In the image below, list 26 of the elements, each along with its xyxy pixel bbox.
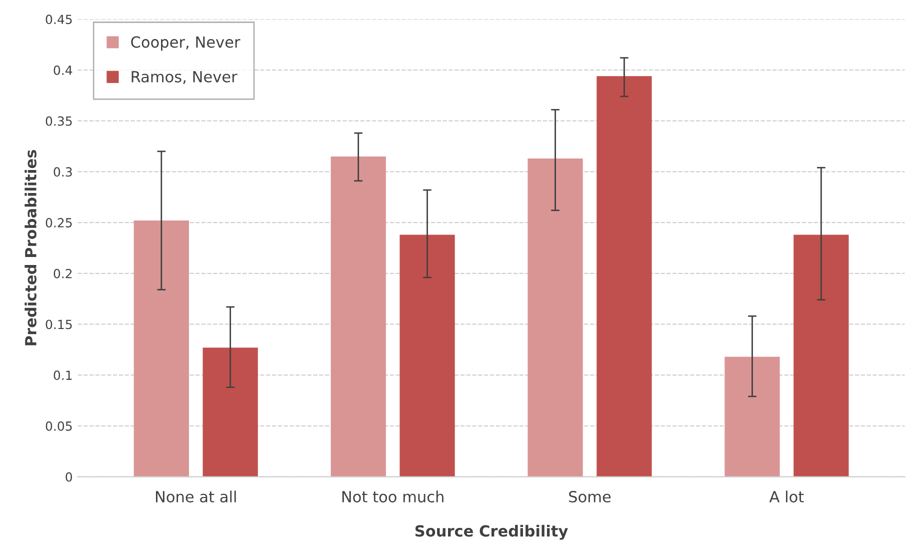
bar: [330, 156, 386, 477]
bar: [596, 76, 652, 477]
y-tick-label: 0.1: [54, 370, 72, 380]
x-tick-label: A lot: [769, 490, 804, 502]
y-tick-label: 0.15: [46, 320, 72, 330]
legend-label: Ramos, Never: [132, 71, 238, 84]
x-axis-title: Source Credibility: [415, 524, 568, 540]
x-tick-label: Not too much: [342, 490, 444, 502]
y-tick-label: 0.05: [46, 421, 72, 431]
y-axis-title: Predicted Probabilities: [24, 150, 36, 346]
y-tick-label: 0: [66, 472, 72, 482]
y-tick-label: 0.25: [46, 218, 72, 228]
bar: [400, 234, 455, 477]
y-tick-label: 0.45: [46, 14, 72, 24]
x-tick-label: Some: [569, 490, 611, 502]
bar: [794, 234, 849, 477]
bar: [134, 220, 189, 477]
bar: [724, 356, 780, 477]
y-tick-label: 0.4: [54, 65, 72, 75]
legend-label: Cooper, Never: [131, 36, 240, 51]
y-tick-label: 0.2: [54, 268, 72, 278]
x-tick-label: None at all: [156, 490, 236, 502]
bar: [528, 158, 583, 477]
y-tick-label: 0.35: [46, 116, 72, 126]
bar: [202, 348, 258, 477]
y-tick-label: 0.3: [54, 167, 72, 177]
